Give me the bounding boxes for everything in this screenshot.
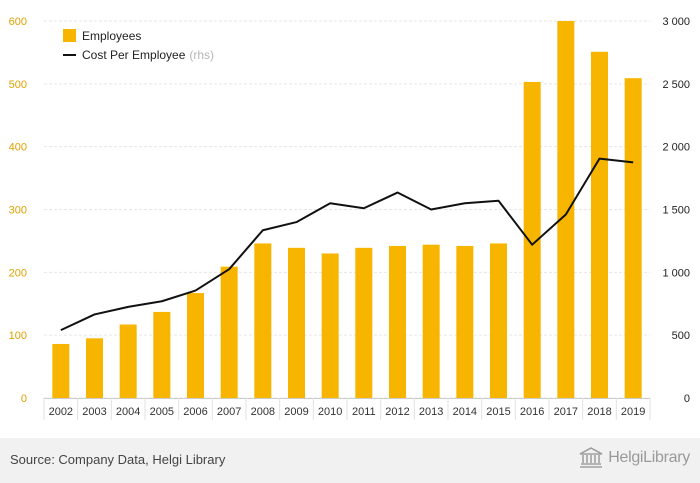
- x-tick-label: 2006: [183, 406, 207, 418]
- employees-bar: [220, 266, 238, 398]
- y-left-tick-label: 500: [9, 79, 27, 91]
- employees-bar: [321, 253, 339, 398]
- y-right-tick-label: 0: [684, 393, 690, 405]
- x-axis: 2002 2003 2004 2005 2006 2007 2008 2009 2010 2011…: [43, 398, 651, 420]
- employees-bar: [153, 311, 171, 398]
- y-axis-right: 0 500 1 000 1 500 2 000 2 500 3 000: [662, 16, 690, 405]
- legend-cost-name: Cost Per Employee: [82, 48, 186, 62]
- x-tick-label: 2011: [352, 406, 376, 418]
- employees-series: [52, 21, 642, 399]
- x-tick-label: 2018: [587, 406, 611, 418]
- x-tick-label: 2007: [217, 406, 241, 418]
- y-left-tick-label: 100: [9, 330, 27, 342]
- y-axis-left: 0 100 200 300 400 500 600: [9, 16, 27, 405]
- x-tick-label: 2012: [385, 406, 409, 418]
- footer: Source: Company Data, Helgi Library Helg…: [0, 438, 700, 483]
- employees-bar: [591, 51, 608, 399]
- cost-per-employee-line: [60, 157, 634, 332]
- x-tick-label: 2015: [486, 406, 510, 418]
- grid: [44, 20, 650, 399]
- logo-text: HelgiLibrary: [608, 449, 690, 466]
- employees-bar: [288, 247, 305, 398]
- y-left-tick-label: 0: [21, 393, 27, 405]
- employees-bar: [557, 21, 575, 398]
- x-tick-label: 2016: [520, 406, 544, 418]
- employees-bar: [119, 324, 137, 398]
- employees-bar: [254, 243, 272, 398]
- legend: Employees Cost Per Employee (rhs): [63, 29, 214, 62]
- employees-bar: [355, 247, 373, 398]
- employees-bar: [624, 78, 642, 398]
- employees-bar: [456, 245, 474, 398]
- source-note: Source: Company Data, Helgi Library: [10, 452, 226, 467]
- y-right-tick-label: 2 500: [662, 79, 690, 91]
- x-tick-label: 2017: [554, 406, 578, 418]
- y-right-tick-label: 1 500: [662, 205, 690, 217]
- y-right-tick-label: 500: [672, 330, 690, 342]
- x-tick-label: 2002: [49, 406, 73, 418]
- legend-employees-label: Employees: [82, 29, 141, 43]
- employees-bar: [86, 338, 103, 398]
- employees-bar: [490, 243, 507, 398]
- x-tick-label: 2019: [621, 406, 645, 418]
- x-tick-label: 2004: [116, 406, 140, 418]
- employees-bar: [523, 81, 541, 398]
- x-tick-label: 2013: [419, 406, 443, 418]
- chart: 2002 2003 2004 2005 2006 2007 2008 2009 2010 2011…: [9, 16, 690, 420]
- legend-employees-swatch: [63, 29, 76, 42]
- y-left-tick-label: 400: [9, 142, 27, 154]
- x-tick-label: 2010: [318, 406, 342, 418]
- employees-bar: [187, 293, 204, 398]
- legend-cost-suffix: (rhs): [189, 48, 214, 62]
- library-building-icon: [579, 447, 603, 468]
- y-left-tick-label: 600: [9, 16, 27, 28]
- x-tick-label: 2008: [251, 406, 275, 418]
- y-left-tick-label: 200: [9, 267, 27, 279]
- x-tick-label: 2003: [82, 406, 106, 418]
- y-right-tick-label: 1 000: [662, 267, 690, 279]
- cost-per-employee-series: [60, 157, 634, 332]
- x-tick-label: 2014: [453, 406, 477, 418]
- legend-cost-label: Cost Per Employee (rhs): [82, 48, 214, 62]
- employees-bar: [389, 245, 406, 398]
- helgi-library-logo: HelgiLibrary: [578, 447, 690, 469]
- y-right-tick-label: 3 000: [662, 16, 690, 28]
- y-left-tick-label: 300: [9, 205, 27, 217]
- employees-bar: [422, 244, 440, 398]
- employees-bar: [52, 343, 70, 398]
- y-right-tick-label: 2 000: [662, 142, 690, 154]
- x-tick-label: 2009: [284, 406, 308, 418]
- x-tick-label: 2005: [150, 406, 174, 418]
